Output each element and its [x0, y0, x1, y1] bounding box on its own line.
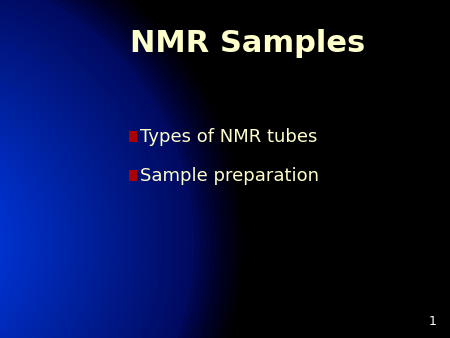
Ellipse shape: [0, 0, 173, 338]
Ellipse shape: [0, 0, 189, 338]
Ellipse shape: [0, 44, 119, 338]
Ellipse shape: [0, 0, 194, 338]
Ellipse shape: [0, 0, 178, 338]
Ellipse shape: [0, 11, 151, 338]
Ellipse shape: [0, 130, 32, 338]
Ellipse shape: [0, 22, 140, 338]
Ellipse shape: [0, 0, 205, 338]
Ellipse shape: [0, 92, 70, 338]
Ellipse shape: [0, 0, 232, 338]
Text: NMR Samples: NMR Samples: [130, 29, 365, 58]
Ellipse shape: [0, 54, 108, 338]
Text: Sample preparation: Sample preparation: [140, 167, 319, 185]
Ellipse shape: [0, 87, 76, 338]
Ellipse shape: [0, 0, 200, 338]
Ellipse shape: [0, 60, 103, 338]
Ellipse shape: [0, 65, 97, 338]
Ellipse shape: [0, 108, 54, 338]
Ellipse shape: [0, 119, 43, 338]
Ellipse shape: [0, 0, 243, 338]
Ellipse shape: [0, 157, 5, 330]
Ellipse shape: [0, 0, 221, 338]
Ellipse shape: [0, 49, 113, 338]
Ellipse shape: [0, 17, 146, 338]
Ellipse shape: [0, 151, 11, 335]
Ellipse shape: [0, 135, 27, 338]
Ellipse shape: [0, 0, 184, 338]
Ellipse shape: [0, 27, 135, 338]
Ellipse shape: [0, 6, 157, 338]
Ellipse shape: [0, 0, 167, 338]
Ellipse shape: [0, 71, 92, 338]
Bar: [129, 131, 137, 142]
Ellipse shape: [0, 76, 86, 338]
Ellipse shape: [0, 0, 227, 338]
Ellipse shape: [0, 141, 22, 338]
Ellipse shape: [0, 81, 81, 338]
Ellipse shape: [0, 125, 38, 338]
Ellipse shape: [0, 146, 16, 338]
Ellipse shape: [0, 0, 216, 338]
Ellipse shape: [0, 33, 130, 338]
Bar: [129, 170, 137, 181]
Ellipse shape: [0, 0, 162, 338]
Ellipse shape: [0, 0, 211, 338]
Text: 1: 1: [428, 315, 436, 328]
Ellipse shape: [0, 103, 59, 338]
Text: Types of NMR tubes: Types of NMR tubes: [140, 128, 317, 146]
Ellipse shape: [0, 38, 124, 338]
Ellipse shape: [0, 114, 49, 338]
Ellipse shape: [0, 0, 238, 338]
Ellipse shape: [0, 98, 65, 338]
